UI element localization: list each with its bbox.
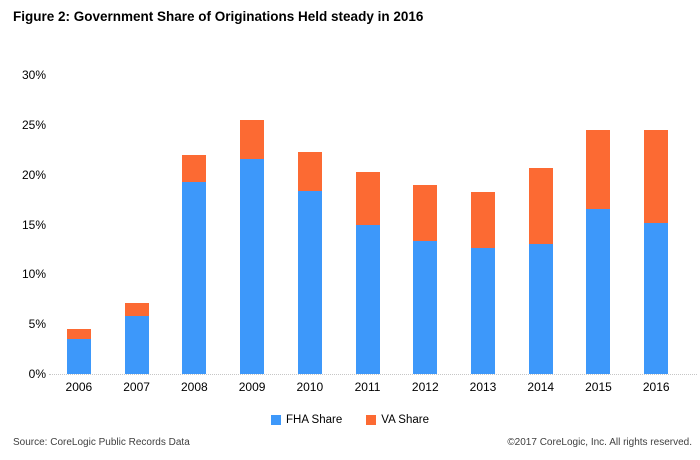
y-tick-label: 15% (21, 217, 46, 232)
x-tick-label-2006: 2006 (65, 380, 93, 394)
bar-group-2012 (396, 75, 454, 374)
fha-share-segment-2006 (66, 339, 91, 374)
x-axis-baseline (49, 374, 697, 375)
legend-label: VA Share (381, 414, 429, 426)
fha-share-segment-2012 (413, 241, 438, 374)
fha-share-segment-2016 (644, 222, 669, 374)
fha-share-segment-2009 (240, 158, 265, 374)
legend: FHA Share VA Share (0, 414, 700, 426)
bar-group-2007 (108, 75, 166, 374)
stacked-bar-2010 (297, 151, 322, 374)
bar-group-2015 (570, 75, 628, 374)
va-share-segment-2008 (182, 154, 207, 182)
stacked-bar-2014 (528, 167, 553, 374)
fha-share-segment-2007 (124, 316, 149, 374)
x-tick-label-2010: 2010 (296, 380, 324, 394)
bar-group-2009 (223, 75, 281, 374)
x-axis: 2006 2007 2008 2009 2010 2011 2012 2013 2014 2015… (50, 380, 685, 394)
x-tick-label-2013: 2013 (469, 380, 497, 394)
bar-group-2011 (339, 75, 397, 374)
fha-share-segment-2014 (528, 244, 553, 374)
fha-share-segment-2010 (297, 190, 322, 374)
legend-item-fha-share: FHA Share (271, 414, 342, 426)
bar-group-2008 (165, 75, 223, 374)
va-share-segment-2009 (240, 119, 265, 159)
va-share-segment-2015 (586, 129, 611, 209)
y-tick-label: 25% (21, 117, 46, 132)
bar-group-2006 (50, 75, 108, 374)
stacked-bar-2006 (66, 329, 91, 374)
bar-group-2010 (281, 75, 339, 374)
x-tick-label-2012: 2012 (411, 380, 439, 394)
source-note: Source: CoreLogic Public Records Data (13, 437, 190, 448)
plot-bars (50, 75, 685, 374)
va-share-segment-2007 (124, 303, 149, 317)
bar-group-2016 (627, 75, 685, 374)
fha-share-segment-2008 (182, 181, 207, 374)
va-share-segment-2014 (528, 167, 553, 245)
x-tick-label-2014: 2014 (527, 380, 555, 394)
y-tick-label: 30% (21, 68, 46, 82)
y-tick-label: 0% (28, 367, 46, 381)
x-tick-label-2009: 2009 (238, 380, 266, 394)
y-tick-label: 5% (28, 317, 46, 332)
stacked-bar-2016 (644, 129, 669, 374)
bar-group-2013 (454, 75, 512, 374)
x-tick-label-2011: 2011 (354, 380, 381, 394)
fha-share-segment-2011 (355, 224, 380, 374)
va-share-segment-2012 (413, 184, 438, 242)
chart-title: Figure 2: Government Share of Originatio… (13, 9, 424, 24)
legend-item-va-share: VA Share (366, 414, 429, 426)
x-tick-label-2015: 2015 (585, 380, 612, 394)
stacked-bar-2011 (355, 171, 380, 374)
stacked-bar-2007 (124, 303, 149, 374)
stacked-bar-2015 (586, 129, 611, 374)
stacked-bar-2008 (182, 154, 207, 374)
x-tick-label-2007: 2007 (123, 380, 150, 394)
bar-group-2014 (512, 75, 570, 374)
va-share-segment-2016 (644, 129, 669, 223)
stacked-bar-2013 (471, 191, 495, 374)
x-tick-label-2016: 2016 (642, 380, 670, 394)
stacked-bar-2012 (413, 184, 438, 374)
copyright-note: ©2017 CoreLogic, Inc. All rights reserve… (507, 437, 692, 448)
y-axis: 0% 5% 10% 15% 20% 25% 30% (0, 69, 46, 380)
stacked-bar-2009 (240, 119, 265, 374)
va-share-segment-2006 (66, 329, 91, 340)
x-tick-label-2008: 2008 (180, 380, 208, 394)
va-share-segment-2011 (355, 171, 380, 225)
legend-swatch-icon (271, 415, 281, 425)
va-share-segment-2010 (297, 151, 322, 191)
fha-share-segment-2013 (471, 248, 495, 374)
y-tick-label: 20% (21, 167, 46, 182)
va-share-segment-2013 (471, 191, 495, 249)
y-tick-label: 10% (21, 267, 46, 282)
legend-label: FHA Share (286, 414, 343, 426)
legend-swatch-icon (366, 415, 377, 425)
fha-share-segment-2015 (586, 208, 611, 374)
